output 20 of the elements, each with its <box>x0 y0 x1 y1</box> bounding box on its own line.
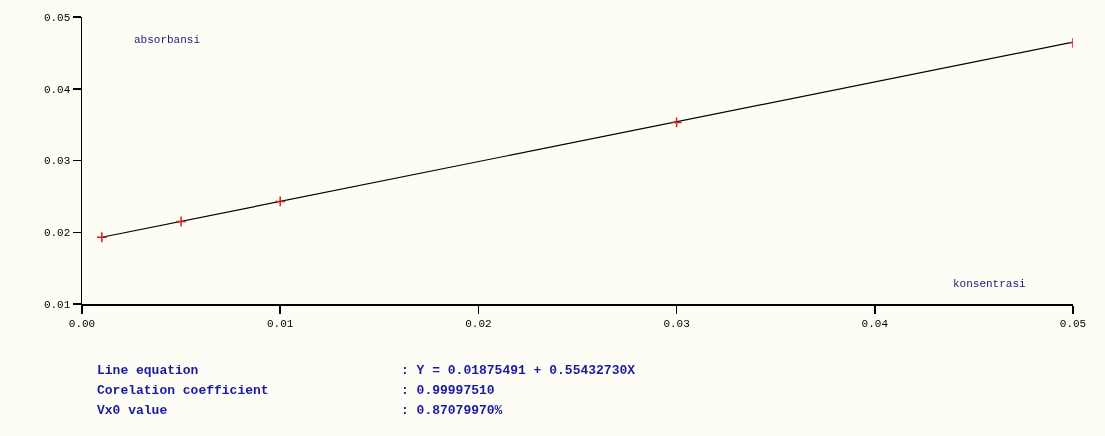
x-tick-label: 0.05 <box>1059 317 1087 330</box>
y-tick-label: 0.05 <box>43 11 71 24</box>
point <box>274 195 286 208</box>
x-tick-label: 0.02 <box>465 317 492 330</box>
y-tick-label: 0.01 <box>43 298 71 311</box>
y-tick-label: 0.02 <box>43 227 71 240</box>
y-axis-title: absorbansi <box>134 34 201 46</box>
text: Vx0 value : 0.87079970% <box>97 403 503 418</box>
text: Corelation coefficient : 0.99997510 <box>97 383 495 398</box>
x-tick-label: 0.04 <box>861 317 889 330</box>
x-axis-title: konsentrasi <box>953 278 1027 290</box>
y-tick-label: 0.03 <box>43 155 71 168</box>
point <box>670 116 683 129</box>
point <box>96 231 108 243</box>
x-tick-label: 0.01 <box>267 317 294 330</box>
text: Line equation : Y = 0.01875491 + 0.55432730X <box>97 363 636 378</box>
y-tick-label: 0.04 <box>43 83 71 96</box>
point <box>175 215 187 228</box>
x-tick-label: 0.03 <box>663 317 690 330</box>
x-tick-label: 0.00 <box>68 317 96 330</box>
